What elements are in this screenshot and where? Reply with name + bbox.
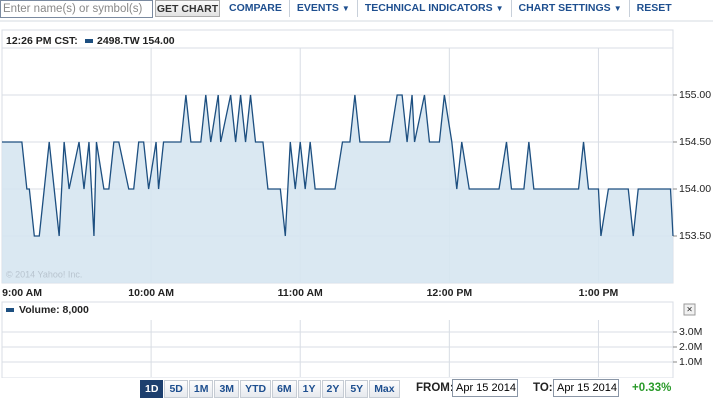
from-input[interactable]: Apr 15 2014 (452, 379, 518, 397)
price-line (2, 94, 674, 237)
toolbar-link[interactable]: COMPARE (222, 0, 290, 17)
link-label: TECHNICAL INDICATORS (364, 2, 493, 14)
to-label: TO: (533, 382, 553, 394)
range-button[interactable]: 5D (164, 380, 188, 398)
watermark: © 2014 Yahoo! Inc. (6, 269, 82, 279)
x-tick-label: 10:00 AM (128, 287, 174, 299)
range-button[interactable]: 1D (140, 380, 164, 398)
toolbar-link[interactable]: TECHNICAL INDICATORS ▼ (358, 0, 512, 17)
to-input[interactable]: Apr 15 2014 (553, 379, 619, 397)
close-icon: × (687, 305, 693, 316)
legend-entry: 2498.TW 154.00 (97, 35, 175, 47)
volume-legend: Volume: 8,000 (19, 304, 89, 316)
y-tick-label: 3.0M (679, 326, 702, 338)
charts: × 12:26 PM CST: 9:00 AM 10:00 AM 11:00 AM 12… (0, 20, 713, 378)
range-button[interactable]: 1Y (297, 380, 321, 398)
range-button[interactable]: 2Y (321, 380, 345, 398)
range-button[interactable]: 3M (214, 380, 240, 398)
x-tick-label: 1:00 PM (579, 287, 619, 299)
legend-value: 154.00 (143, 35, 175, 47)
range-button[interactable]: 5Y (345, 380, 369, 398)
link-label: EVENTS (296, 2, 339, 14)
x-tick-label: 12:00 PM (427, 287, 473, 299)
search-input[interactable]: Enter name(s) or symbol(s) (0, 0, 153, 18)
link-label: COMPARE (229, 2, 282, 14)
dropdown-arrow: ▼ (495, 4, 504, 13)
legend-swatch (85, 39, 93, 43)
y-tick-label: 155.00 (679, 89, 711, 101)
toolbar-link[interactable]: RESET (630, 0, 679, 17)
legend-name: 2498.TW (97, 35, 140, 47)
dropdown-arrow: ▼ (613, 4, 622, 13)
from-label: FROM: (416, 382, 454, 394)
volume-panel (1, 301, 674, 378)
x-tick-label: 9:00 AM (2, 287, 42, 299)
close-button[interactable] (683, 303, 696, 316)
range-buttons: 1D 5D 1M 3M YTD 6M 1Y 2Y 5Y Max (140, 380, 401, 398)
y-tick-label: 154.00 (679, 183, 711, 195)
get-chart-button[interactable]: GET CHART (155, 0, 220, 17)
link-label: RESET (636, 2, 672, 14)
dropdown-arrow: ▼ (341, 4, 350, 13)
range-button[interactable]: YTD (240, 380, 272, 398)
range-button[interactable]: 1M (188, 380, 214, 398)
y-tick-label: 1.0M (679, 356, 702, 368)
toolbar-link[interactable]: CHART SETTINGS ▼ (512, 0, 630, 17)
toolbar-link[interactable]: EVENTS ▼ (290, 0, 358, 17)
toolbar-links: COMPARE EVENTS ▼ TECHNICAL INDICATORS ▼ CHART… (222, 0, 679, 17)
y-tick-label: 153.50 (679, 230, 711, 242)
legend-swatch (6, 308, 14, 312)
y-tick-label: 154.50 (679, 136, 711, 148)
change: +0.33% (632, 382, 672, 394)
x-tick-label: 11:00 AM (278, 287, 323, 299)
range-button[interactable]: 6M (272, 380, 297, 398)
y-tick-label: 2.0M (679, 341, 702, 353)
range-button[interactable]: Max (369, 380, 400, 398)
timestamp: 12:26 PM CST: (6, 35, 78, 47)
link-label: CHART SETTINGS (518, 2, 611, 14)
